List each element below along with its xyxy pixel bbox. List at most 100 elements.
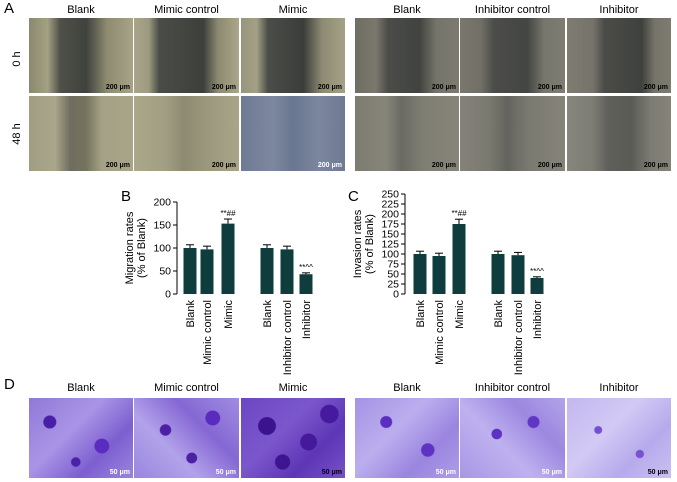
x-tick-label: Mimic <box>223 300 235 329</box>
bar <box>511 255 525 294</box>
y-axis-label-line: Migration rates <box>124 211 136 284</box>
micrograph-scratch-blank-0h: 200 μm <box>29 18 133 93</box>
y-axis-label: Migration rates(% of Blank) <box>124 211 148 284</box>
x-tick-label: Mimic <box>454 300 466 329</box>
scale-bar: 200 μm <box>211 84 236 91</box>
bar <box>530 278 544 294</box>
micrograph-scratch-mimic-control-48h: 200 μm <box>134 96 239 171</box>
x-tick-label: Blank <box>262 300 274 328</box>
micrograph-scratch-inhibitor-48h: 200 μm <box>567 96 671 171</box>
panel-d-title-blank-right: Blank <box>393 382 421 394</box>
y-tick-label: 50 <box>387 269 399 281</box>
bar <box>200 249 214 294</box>
panel-label-a: A <box>4 0 15 17</box>
micrograph-transwell-blank: 50 μm <box>29 398 133 478</box>
y-axis-label-line: (% of Blank) <box>364 214 376 274</box>
bar <box>299 274 313 294</box>
panel-a-title-blank-left: Blank <box>67 4 95 16</box>
micrograph-transwell-mimic-control: 50 μm <box>134 398 239 478</box>
micrograph-scratch-blank-48h: 200 μm <box>29 96 133 171</box>
y-tick-label: 225 <box>381 199 399 211</box>
scale-bar: 200 μm <box>643 84 668 91</box>
bar <box>491 254 505 294</box>
y-tick-label: 175 <box>381 219 399 231</box>
panel-d-title-mimic-control: Mimic control <box>154 382 219 394</box>
scale-bar: 50 μm <box>215 469 236 476</box>
bar <box>183 248 197 294</box>
micrograph-scratch-blank-right-0h: 200 μm <box>355 18 459 93</box>
panel-a-row-label-48h: 48 h <box>11 123 23 145</box>
y-tick-label: 100 <box>153 243 171 255</box>
y-tick-label: 50 <box>159 266 171 278</box>
bar <box>432 256 446 294</box>
migration-rate-chart: 0 50 100 150 200 Migration rates(% of Blank) B… <box>124 197 313 376</box>
panel-d-title-mimic: Mimic <box>278 382 308 394</box>
panel-a-title-inhibitor: Inhibitor <box>599 4 639 16</box>
scale-bar: 50 μm <box>109 469 130 476</box>
scale-bar: 200 μm <box>105 84 130 91</box>
x-tick-label: Blank <box>185 300 197 328</box>
panel-a-row-label-0h: 0 h <box>11 51 23 67</box>
y-tick-label: 150 <box>381 229 399 241</box>
scale-bar: 50 μm <box>541 469 562 476</box>
scale-bar: 50 μm <box>435 469 456 476</box>
x-tick-label: Inhibitor <box>532 300 544 339</box>
y-tick-label: 150 <box>153 220 171 232</box>
panel-d-title-inhibitor-control: Inhibitor control <box>474 382 551 394</box>
micrograph-scratch-inhibitor-0h: 200 μm <box>567 18 671 93</box>
micrograph-transwell-blank-right: 50 μm <box>355 398 459 478</box>
panel-a-title-blank-right: Blank <box>393 4 421 16</box>
significance-annotation: **^^ <box>299 263 313 272</box>
y-tick-label: 250 <box>381 190 399 201</box>
y-axis-label-line: (% of Blank) <box>136 218 148 278</box>
x-tick-label: Mimic control <box>202 300 214 365</box>
y-tick-label: 100 <box>381 249 399 261</box>
micrograph-transwell-inhibitor: 50 μm <box>567 398 671 478</box>
micrograph-scratch-mimic-control-0h: 200 μm <box>134 18 239 93</box>
micrograph-transwell-mimic: 50 μm <box>241 398 345 478</box>
panel-a-title-mimic-control: Mimic control <box>154 4 219 16</box>
scale-bar: 200 μm <box>431 162 456 169</box>
panel-a-title-mimic: Mimic <box>278 4 308 16</box>
bar <box>452 224 466 294</box>
y-tick-label: 125 <box>381 239 399 251</box>
y-tick-label: 75 <box>387 259 399 271</box>
x-tick-label: Inhibitor <box>301 300 313 339</box>
significance-annotation: **^^ <box>530 267 544 276</box>
x-tick-label: Mimic control <box>434 300 446 365</box>
y-tick-label: 200 <box>381 209 399 221</box>
panel-label-c: C <box>348 188 359 205</box>
scale-bar: 200 μm <box>643 162 668 169</box>
panel-d-title-inhibitor: Inhibitor <box>599 382 639 394</box>
scale-bar: 200 μm <box>537 84 562 91</box>
scale-bar: 200 μm <box>105 162 130 169</box>
micrograph-scratch-mimic-48h: 200 μm <box>241 96 345 171</box>
y-tick-label: 25 <box>387 279 399 291</box>
significance-annotation: **## <box>220 209 236 218</box>
scale-bar: 200 μm <box>317 84 342 91</box>
x-tick-label: Blank <box>415 300 427 328</box>
scale-bar: 200 μm <box>431 84 456 91</box>
bar <box>260 248 274 294</box>
micrograph-scratch-mimic-0h: 200 μm <box>241 18 345 93</box>
significance-annotation: **## <box>451 209 467 218</box>
bar <box>413 254 427 294</box>
panel-label-d: D <box>4 376 15 393</box>
scale-bar: 200 μm <box>317 162 342 169</box>
scale-bar: 200 μm <box>211 162 236 169</box>
bar <box>221 223 235 294</box>
y-tick-label: 0 <box>165 289 171 301</box>
x-tick-label: Inhibitor control <box>513 300 525 375</box>
scale-bar: 50 μm <box>647 469 668 476</box>
micrograph-scratch-inhibitor-control-48h: 200 μm <box>460 96 565 171</box>
panel-d-title-blank-left: Blank <box>67 382 95 394</box>
scale-bar: 200 μm <box>537 162 562 169</box>
y-tick-label: 0 <box>393 289 399 301</box>
scale-bar: 50 μm <box>321 469 342 476</box>
bar <box>280 249 294 294</box>
y-axis-label-line: Invasion rates <box>352 209 364 278</box>
y-axis-label: Invasion rates(% of Blank) <box>352 209 376 278</box>
micrograph-scratch-blank-right-48h: 200 μm <box>355 96 459 171</box>
micrograph-scratch-inhibitor-control-0h: 200 μm <box>460 18 565 93</box>
